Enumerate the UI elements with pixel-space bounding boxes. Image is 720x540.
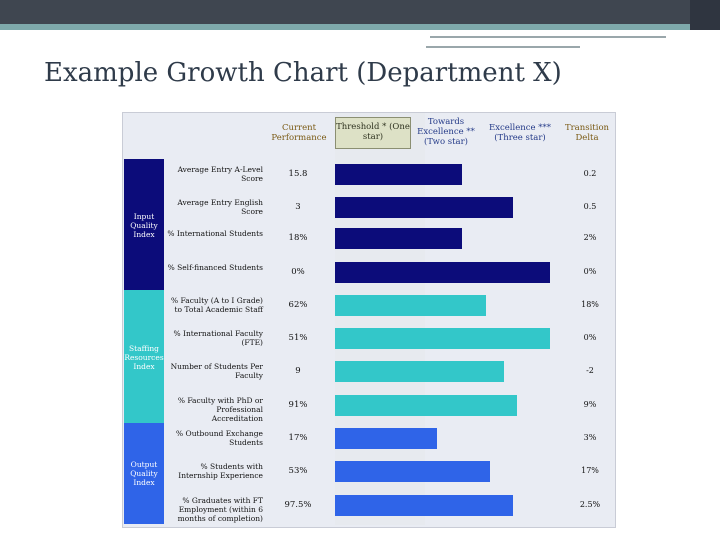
current-value: 51% <box>288 333 308 343</box>
performance-bar <box>335 495 513 516</box>
performance-bar <box>335 428 438 449</box>
metric-label: % Graduates with FT Employment (within 6… <box>177 496 263 523</box>
current-value: 17% <box>288 433 308 443</box>
delta-value: 0% <box>583 333 597 342</box>
current-value: 0% <box>291 267 305 277</box>
performance-bar <box>335 295 486 316</box>
current-value: 62% <box>288 300 308 310</box>
header-current: Current Performance <box>271 123 327 143</box>
metric-label: Average Entry English Score <box>177 198 263 216</box>
performance-bar <box>335 164 462 185</box>
header-excellence: Excellence *** (Three star) <box>489 123 551 143</box>
current-value: 18% <box>288 233 308 243</box>
delta-value: 2% <box>583 233 597 242</box>
delta-value: 3% <box>583 433 597 442</box>
delta-value: 0.2 <box>583 169 597 178</box>
metric-label: % Faculty (A to I Grade) to Total Academ… <box>171 296 263 314</box>
metric-label: % Faculty with PhD or Professional Accre… <box>177 396 263 423</box>
header-threshold: Threshold * (One star) <box>335 117 411 149</box>
delta-value: 17% <box>581 466 599 475</box>
index-label: Output Quality Index <box>130 460 158 487</box>
metric-label: % International Students <box>167 229 263 238</box>
index-label: Input Quality Index <box>130 211 158 239</box>
delta-value: -2 <box>586 366 594 375</box>
top-bar <box>0 0 720 24</box>
metric-label: % International Faculty (FTE) <box>173 329 263 347</box>
decor-line-2 <box>426 46 580 48</box>
current-value: 3 <box>295 202 301 212</box>
performance-bar <box>335 197 513 218</box>
delta-value: 2.5% <box>579 500 601 509</box>
performance-bar <box>335 361 504 382</box>
current-value: 53% <box>288 466 308 476</box>
metric-label: % Students with Internship Experience <box>178 462 263 480</box>
metric-label: % Self-financed Students <box>167 263 263 272</box>
performance-bar <box>335 228 462 249</box>
top-accent-stripe <box>0 24 720 30</box>
index-block-3: Output Quality Index <box>124 423 164 524</box>
decor-line-1 <box>430 36 666 38</box>
growth-chart: Current Performance Threshold * (One sta… <box>122 112 616 528</box>
top-bar-end <box>690 0 720 30</box>
index-block-1: Input Quality Index <box>124 159 164 291</box>
current-value: 15.8 <box>288 169 308 179</box>
page-title: Example Growth Chart (Department X) <box>44 58 562 88</box>
index-block-2: Staffing Resources Index <box>124 290 164 424</box>
current-value: 91% <box>288 400 308 410</box>
header-delta: Transition Delta <box>564 123 610 143</box>
current-value: 9 <box>295 366 301 376</box>
delta-value: 9% <box>583 400 597 409</box>
metric-label: % Outbound Exchange Students <box>176 429 263 447</box>
performance-bar <box>335 395 518 416</box>
performance-bar <box>335 262 551 283</box>
metric-label: Average Entry A-Level Score <box>177 165 263 183</box>
delta-value: 18% <box>581 300 599 309</box>
delta-value: 0.5 <box>583 202 597 211</box>
header-towards: Towards Excellence ** (Two star) <box>417 117 475 147</box>
metric-label: Number of Students Per Faculty <box>170 362 263 380</box>
index-label: Staffing Resources Index <box>124 343 164 371</box>
performance-bar <box>335 461 491 482</box>
performance-bar <box>335 328 551 349</box>
delta-value: 0% <box>583 267 597 276</box>
current-value: 97.5% <box>284 500 312 510</box>
